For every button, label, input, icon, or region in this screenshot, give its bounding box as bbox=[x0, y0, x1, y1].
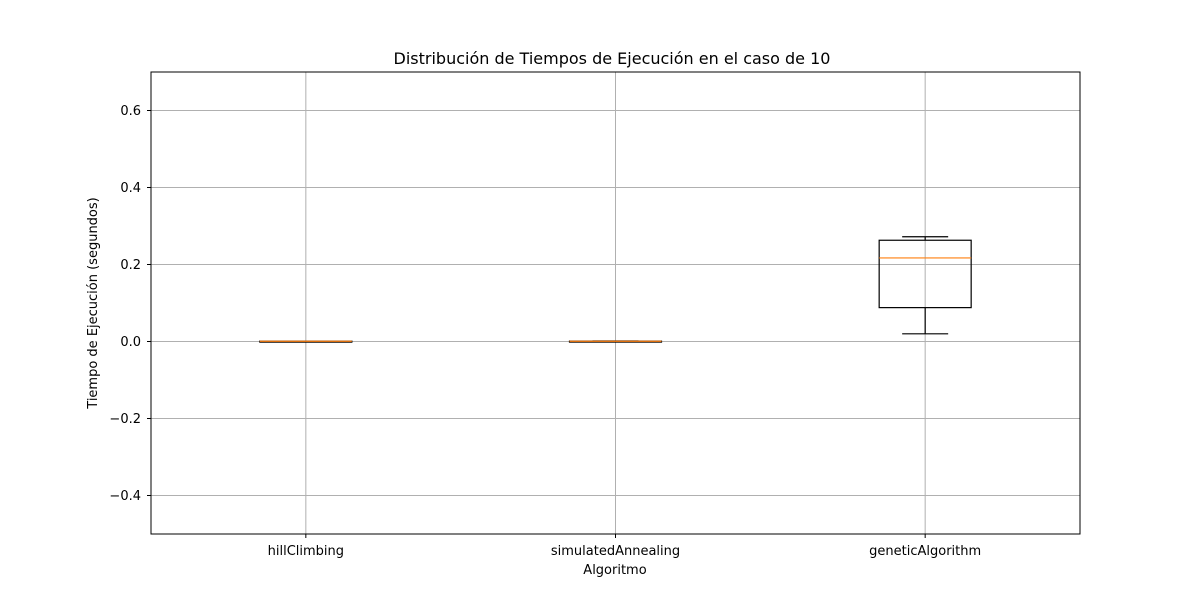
x-tick-label: geneticAlgorithm bbox=[869, 544, 981, 559]
y-tick-label: −0.4 bbox=[109, 489, 141, 504]
boxes bbox=[259, 236, 972, 343]
x-tick-label: simulatedAnnealing bbox=[551, 544, 680, 559]
x-tick-label: hillClimbing bbox=[268, 544, 344, 559]
y-tick-label: 0.6 bbox=[120, 104, 141, 119]
y-tick-label: −0.2 bbox=[109, 412, 141, 427]
x-axis-label: Algoritmo bbox=[583, 563, 646, 578]
y-tick-label: 0.2 bbox=[120, 258, 141, 273]
box-geneticAlgorithm bbox=[878, 236, 972, 335]
y-tick-label: 0.4 bbox=[120, 181, 141, 196]
y-axis-label: Tiempo de Ejecución (segundos) bbox=[86, 197, 101, 409]
ticks: −0.4 −0.2 0.0 0.2 0.4 0.6 hillClimbing simulate… bbox=[109, 104, 981, 559]
y-tick-label: 0.0 bbox=[120, 335, 141, 350]
grid bbox=[151, 72, 1080, 534]
chart-title: Distribución de Tiempos de Ejecución en … bbox=[394, 49, 831, 68]
box-iqr bbox=[878, 239, 972, 309]
box-simulatedAnnealing bbox=[568, 340, 663, 343]
box-hillClimbing bbox=[259, 340, 353, 343]
